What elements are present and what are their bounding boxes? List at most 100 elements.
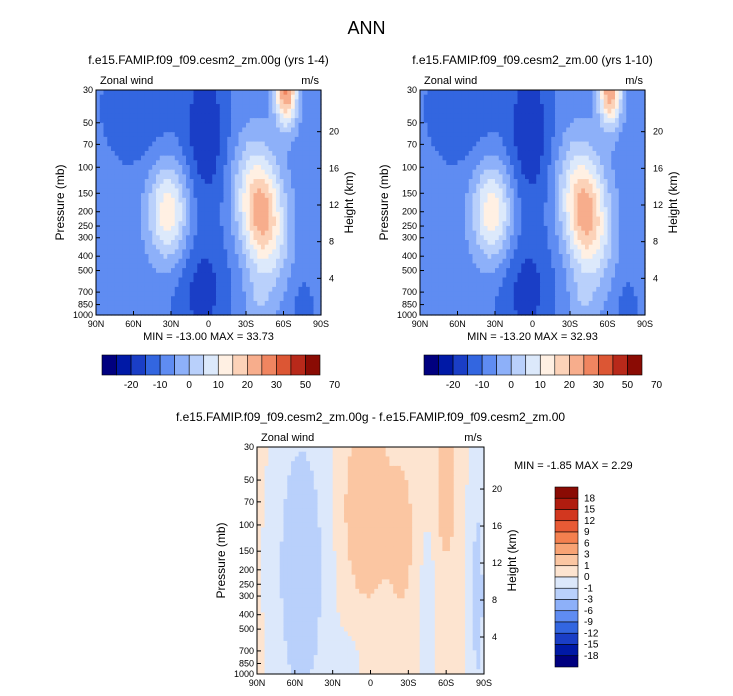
contour-cell bbox=[234, 282, 240, 288]
contour-cell bbox=[472, 136, 477, 143]
contour-cell bbox=[453, 141, 459, 147]
contour-cell bbox=[480, 179, 485, 185]
contour-cell bbox=[163, 99, 168, 105]
contour-cell bbox=[283, 155, 288, 161]
contour-cell bbox=[152, 122, 157, 129]
contour-cell bbox=[163, 165, 168, 171]
contour-cell bbox=[600, 155, 605, 161]
contour-cell bbox=[626, 146, 631, 152]
contour-cell bbox=[242, 122, 247, 129]
contour-cell bbox=[446, 174, 451, 180]
contour-cell bbox=[468, 235, 474, 241]
contour-cell bbox=[126, 169, 131, 175]
contour-cell bbox=[450, 136, 455, 143]
contour-cell bbox=[532, 169, 537, 175]
contour-cell bbox=[472, 165, 477, 171]
contour-cell bbox=[249, 291, 255, 297]
contour-cell bbox=[566, 165, 571, 171]
contour-cell bbox=[219, 286, 225, 293]
contour-cell bbox=[137, 113, 142, 119]
contour-cell bbox=[279, 211, 285, 218]
contour-cell bbox=[122, 291, 127, 297]
contour-cell bbox=[536, 193, 541, 199]
contour-cell bbox=[148, 254, 153, 260]
contour-cell bbox=[570, 160, 575, 166]
contour-cell bbox=[298, 235, 303, 241]
contour-cell bbox=[227, 155, 232, 161]
contour-cell bbox=[498, 141, 504, 147]
contour-cell bbox=[268, 150, 273, 157]
contour-cell bbox=[461, 94, 466, 100]
contour-cell bbox=[611, 94, 616, 100]
contour-cell bbox=[231, 108, 236, 115]
contour-cell bbox=[126, 160, 131, 166]
contour-cell bbox=[122, 113, 127, 119]
contour-cell bbox=[487, 108, 492, 115]
contour-cell bbox=[201, 197, 206, 204]
contour-cell bbox=[442, 150, 447, 157]
contour-cell bbox=[223, 235, 228, 241]
contour-cell bbox=[517, 141, 522, 147]
contour-cell bbox=[238, 310, 243, 316]
contour-cell bbox=[261, 179, 266, 185]
contour-cell bbox=[641, 240, 646, 246]
contour-cell bbox=[167, 258, 172, 265]
contour-cell bbox=[532, 108, 537, 115]
contour-cell bbox=[438, 99, 444, 105]
contour-cell bbox=[178, 286, 183, 293]
contour-cell bbox=[603, 94, 609, 100]
contour-cell bbox=[431, 179, 436, 185]
contour-cell bbox=[279, 141, 285, 147]
contour-cell bbox=[167, 310, 172, 316]
contour-cell bbox=[193, 169, 198, 175]
contour-cell bbox=[144, 268, 150, 274]
contour-cell bbox=[227, 300, 232, 307]
contour-cell bbox=[618, 141, 624, 147]
contour-cell bbox=[96, 207, 101, 213]
contour-cell bbox=[551, 216, 556, 222]
contour-cell bbox=[167, 193, 172, 199]
contour-cell bbox=[309, 127, 315, 133]
contour-cell bbox=[431, 94, 436, 100]
contour-cell bbox=[283, 254, 288, 260]
contour-cell bbox=[427, 179, 432, 185]
contour-cell bbox=[152, 249, 157, 255]
contour-cell bbox=[510, 150, 515, 157]
contour-cell bbox=[287, 122, 292, 129]
contour-cell bbox=[126, 277, 131, 283]
contour-cell bbox=[431, 216, 436, 222]
contour-cell bbox=[238, 90, 243, 96]
contour-cell bbox=[420, 113, 425, 119]
contour-cell bbox=[525, 132, 530, 138]
contour-cell bbox=[431, 193, 436, 199]
contour-cell bbox=[555, 104, 560, 110]
contour-cell bbox=[107, 244, 112, 250]
contour-cell bbox=[435, 90, 440, 96]
contour-cell bbox=[465, 165, 470, 171]
contour-cell bbox=[442, 174, 447, 180]
contour-cell bbox=[182, 155, 187, 161]
contour-cell bbox=[174, 104, 180, 110]
contour-cell bbox=[596, 188, 601, 194]
contour-cell bbox=[189, 179, 195, 185]
contour-cell bbox=[246, 268, 251, 274]
contour-cell bbox=[156, 132, 161, 138]
contour-cell bbox=[178, 310, 183, 316]
contour-cell bbox=[521, 202, 526, 208]
contour-cell bbox=[581, 141, 586, 147]
contour-cell bbox=[468, 141, 474, 147]
contour-cell bbox=[111, 202, 116, 208]
contour-cell bbox=[506, 113, 511, 119]
contour-cell bbox=[261, 127, 266, 133]
contour-cell bbox=[476, 249, 481, 255]
contour-cell bbox=[193, 291, 198, 297]
contour-cell bbox=[596, 90, 601, 96]
contour-cell bbox=[223, 249, 228, 255]
contour-cell bbox=[468, 225, 474, 232]
contour-cell bbox=[317, 146, 322, 152]
contour-cell bbox=[163, 296, 168, 302]
contour-cell bbox=[216, 268, 221, 274]
contour-cell bbox=[227, 268, 232, 274]
contour-cell bbox=[585, 150, 590, 157]
contour-cell bbox=[592, 221, 597, 227]
